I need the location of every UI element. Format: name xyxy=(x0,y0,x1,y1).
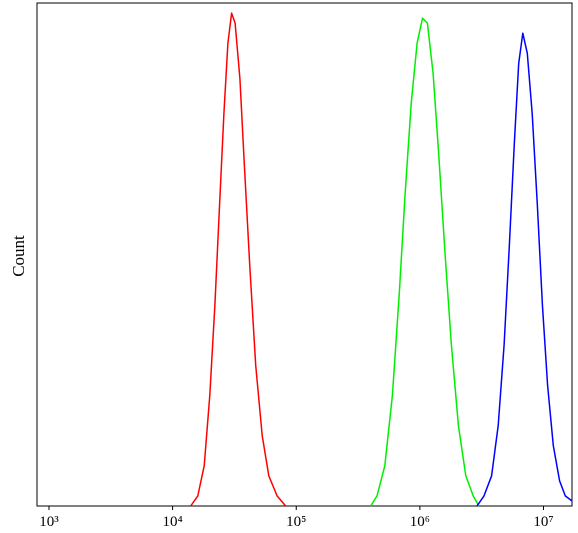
plot-frame xyxy=(36,2,573,507)
histogram-line xyxy=(370,17,480,507)
x-tick-label: 10⁷ xyxy=(533,514,553,530)
y-axis-label: Count xyxy=(9,235,28,277)
x-tick-label: 10⁴ xyxy=(162,514,182,530)
x-tick-label: 10⁵ xyxy=(286,514,306,530)
histogram-line xyxy=(476,32,573,507)
x-tick-label: 10³ xyxy=(39,514,59,530)
x-tick-label: 10⁶ xyxy=(410,514,430,530)
histogram-line xyxy=(190,12,287,507)
